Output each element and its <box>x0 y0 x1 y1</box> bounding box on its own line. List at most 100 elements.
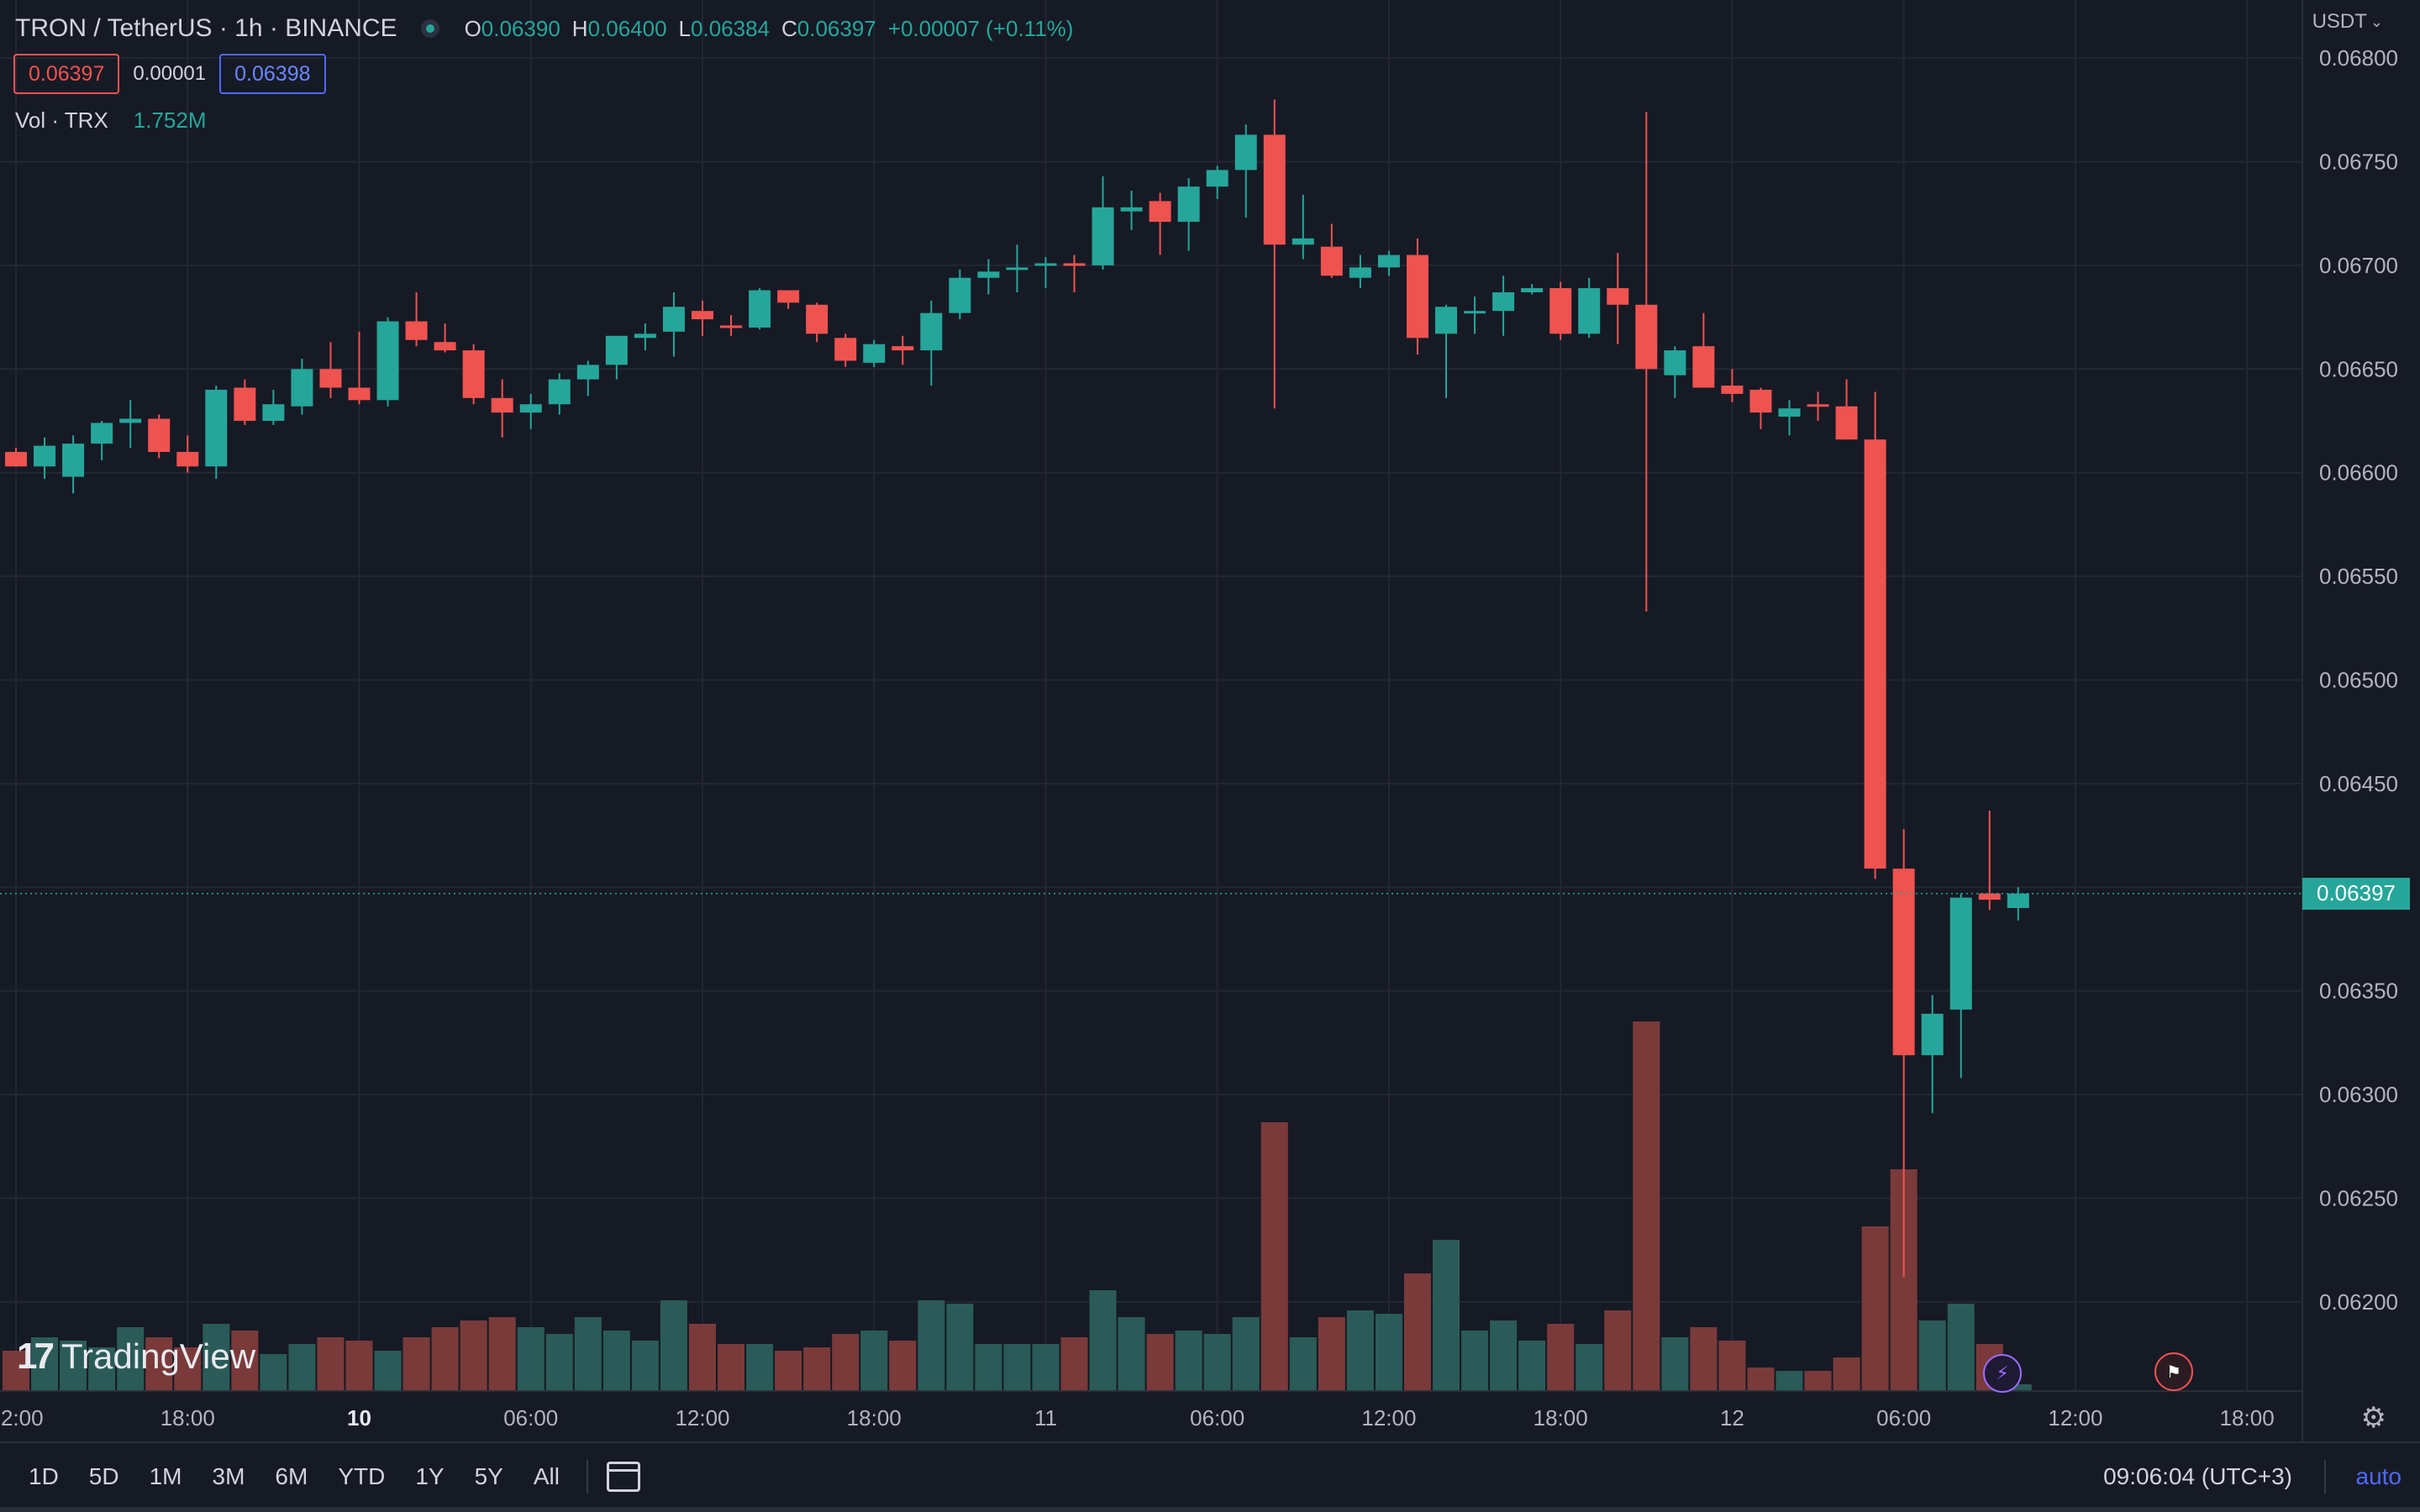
us-flag-event-icon[interactable]: ⚑ <box>2154 1352 2193 1391</box>
close-key: C <box>781 15 797 41</box>
candle-body <box>1578 288 1601 334</box>
volume-bar <box>1089 1290 1117 1391</box>
x-tick-label: 06:00 <box>1876 1405 1931 1431</box>
y-tick-label: 0.06500 <box>2319 667 2398 692</box>
volume-bar <box>3 1351 30 1391</box>
volume-bar <box>975 1344 1002 1391</box>
candle-body <box>863 344 886 363</box>
candle-body <box>1807 404 1829 407</box>
range-button-5y[interactable]: 5Y <box>474 1463 503 1489</box>
volume-bar <box>203 1324 230 1391</box>
buy-price-button[interactable]: 0.06398 <box>219 54 326 94</box>
candle-body <box>205 389 228 467</box>
range-button-1d[interactable]: 1D <box>29 1463 59 1489</box>
candle-body <box>1721 386 1744 394</box>
candle-body <box>1292 238 1314 245</box>
symbol-title[interactable]: TRON / TetherUS · 1h · BINANCE <box>15 14 397 42</box>
volume-bars <box>3 1021 2032 1391</box>
bottom-strip <box>0 1507 2420 1512</box>
volume-bar <box>1518 1341 1546 1391</box>
candle-body <box>291 369 313 407</box>
range-button-5d[interactable]: 5D <box>88 1463 119 1489</box>
bid-ask-row: 0.06397 0.00001 0.06398 <box>13 54 326 94</box>
volume-bar <box>1947 1304 1975 1391</box>
x-tick-label: 18:00 <box>2220 1405 2275 1431</box>
volume-bar <box>1003 1344 1031 1391</box>
tradingview-logo[interactable]: 17 TradingView <box>17 1336 255 1378</box>
candle-body <box>491 397 513 413</box>
volume-bar <box>488 1317 516 1391</box>
chevron-down-icon: ⌄ <box>2370 13 2383 30</box>
volume-bar <box>746 1344 774 1391</box>
gear-icon[interactable]: ⚙ <box>2360 1402 2386 1434</box>
volume-bar <box>918 1300 945 1391</box>
sell-price-button[interactable]: 0.06397 <box>13 54 120 94</box>
range-button-all[interactable]: All <box>533 1463 560 1489</box>
x-tick-label: 12:00 <box>675 1405 729 1431</box>
lightning-event-icon[interactable]: ⚡ <box>1983 1354 2022 1393</box>
volume-bar <box>174 1347 202 1391</box>
candle-body <box>1206 170 1228 187</box>
candle-body <box>1864 439 1886 869</box>
volume-bar <box>374 1351 402 1391</box>
range-button-3m[interactable]: 3M <box>212 1463 245 1489</box>
last-price-label: 0.06397 <box>2302 877 2410 910</box>
spread-value: 0.00001 <box>133 62 207 85</box>
y-tick-label: 0.06600 <box>2319 460 2398 486</box>
volume-bar <box>88 1347 116 1391</box>
calendar-icon[interactable] <box>606 1462 640 1492</box>
volume-bar <box>431 1327 459 1391</box>
price-axis[interactable]: 0.062000.062500.063000.063500.064000.064… <box>2319 45 2398 1315</box>
candle-body <box>634 333 656 339</box>
volume-bar <box>345 1341 373 1391</box>
chart-background <box>0 0 2420 1441</box>
candle-body <box>1406 255 1428 339</box>
candle-body <box>34 445 56 467</box>
auto-scale-button[interactable]: auto <box>2355 1463 2402 1489</box>
volume-bar <box>1776 1371 1803 1391</box>
volume-bar <box>1146 1334 1174 1391</box>
volume-bar <box>402 1337 430 1391</box>
range-button-1y[interactable]: 1Y <box>415 1463 445 1489</box>
x-tick-label: 11 <box>1034 1405 1057 1431</box>
x-tick-label: 18:00 <box>847 1405 902 1431</box>
volume-bar <box>60 1341 87 1391</box>
market-status-icon[interactable] <box>420 19 439 38</box>
range-button-6m[interactable]: 6M <box>275 1463 308 1489</box>
candle-body <box>176 452 199 467</box>
candle-body <box>1006 267 1028 270</box>
candle-body <box>2007 893 2029 908</box>
candle-body <box>348 387 371 401</box>
x-tick-label: 06:00 <box>503 1405 558 1431</box>
range-button-ytd[interactable]: YTD <box>338 1463 386 1489</box>
volume-legend[interactable]: Vol · TRX 1.752M <box>15 108 207 134</box>
candle-body <box>1978 893 2001 900</box>
price-chart[interactable]: 0.06200 0.06250 0.06300 0.06350 0.06400 0.064… <box>0 0 2420 1441</box>
volume-bar <box>460 1320 487 1391</box>
low-key: L <box>678 15 692 41</box>
candle-body <box>519 404 542 413</box>
candle-body <box>1549 288 1572 334</box>
time-axis[interactable]: 12:00 18:00 10 06:00 12:00 18:00 11 06:00 12:00 1… <box>0 1405 2275 1431</box>
currency-selector[interactable]: USDT ⌄ <box>2312 10 2383 34</box>
range-button-1m[interactable]: 1M <box>149 1463 182 1489</box>
volume-bar <box>660 1300 687 1391</box>
volume-bar <box>1690 1327 1718 1391</box>
volume-bar <box>145 1337 173 1391</box>
candle-body <box>691 311 713 320</box>
candle-body <box>834 338 857 361</box>
candle-body <box>434 342 456 351</box>
y-tick-label: 0.06250 <box>2319 1185 2398 1210</box>
candle-body <box>1607 288 1629 305</box>
candle-body <box>892 346 914 351</box>
volume-bar <box>1175 1331 1202 1391</box>
candle-body <box>1177 186 1200 223</box>
volume-bar <box>574 1317 602 1391</box>
clock-readout[interactable]: 09:06:04 (UTC+3) <box>2103 1463 2292 1489</box>
y-tick-label: 0.06750 <box>2319 150 2398 175</box>
candle-body <box>148 418 171 453</box>
volume-bar <box>1346 1310 1374 1391</box>
candle-body <box>91 423 113 444</box>
tradingview-logo-text: TradingView <box>60 1336 256 1376</box>
volume-bar <box>889 1341 917 1391</box>
